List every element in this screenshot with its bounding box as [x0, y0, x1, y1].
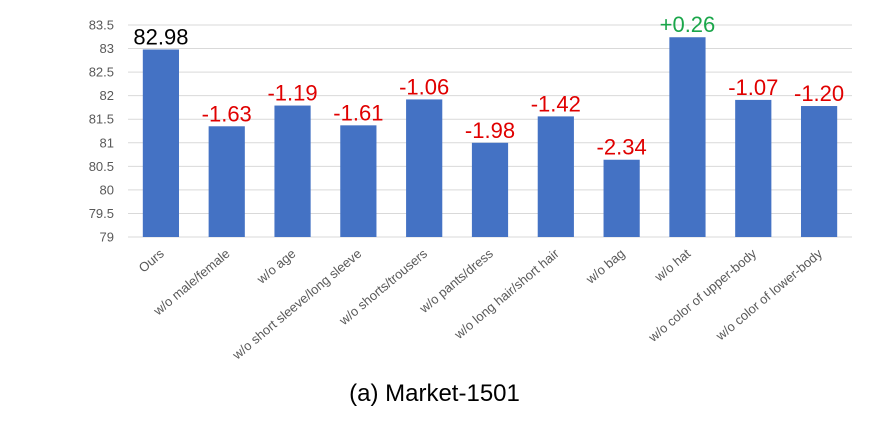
- y-tick-label: 79.5: [89, 206, 114, 221]
- data-label: -1.63: [202, 101, 252, 126]
- bars: [142, 37, 838, 238]
- y-axis-ticks: 79 79.5 80 80.5 81 81.5 82 82.5 83 83.5: [89, 18, 114, 245]
- chart-caption: (a) Market-1501: [349, 380, 520, 407]
- y-tick-label: 82: [100, 88, 114, 103]
- y-tick-label: 80.5: [89, 159, 114, 174]
- y-tick-label: 81.5: [89, 112, 114, 127]
- data-label: -1.20: [794, 81, 844, 106]
- x-tick-label: w/o short sleeve/long sleeve: [229, 246, 365, 363]
- data-label: -2.34: [597, 135, 647, 160]
- x-tick-label: w/o color of lower-body: [712, 245, 825, 343]
- bar: [735, 99, 772, 237]
- x-tick-label: w/o color of upper-body: [645, 245, 760, 345]
- x-tick-label: w/o hat: [651, 246, 694, 285]
- x-tick-label: Ours: [136, 245, 168, 275]
- data-label: -1.42: [531, 91, 581, 116]
- data-label: -1.98: [465, 118, 515, 143]
- y-tick-label: 82.5: [89, 65, 114, 80]
- bar: [603, 159, 640, 237]
- data-labels: 82.98 -1.63 -1.19 -1.61 -1.06 -1.98 -1.42 -2.34…: [133, 12, 844, 159]
- bar: [208, 126, 245, 237]
- bar: [406, 99, 443, 238]
- y-tick-label: 79: [100, 230, 114, 245]
- y-tick-label: 83.5: [89, 18, 114, 33]
- x-tick-label: w/o long hair/short hair: [451, 245, 563, 342]
- bar: [471, 142, 509, 237]
- x-tick-label: w/o bag: [582, 246, 627, 287]
- x-tick-label: w/o age: [253, 246, 298, 287]
- data-label: -1.61: [333, 100, 383, 125]
- data-label: -1.07: [728, 75, 778, 100]
- bar: [537, 116, 574, 237]
- y-tick-label: 83: [100, 41, 114, 56]
- data-label: +0.26: [660, 12, 716, 37]
- bar: [274, 105, 311, 237]
- bar: [340, 125, 377, 237]
- bar: [669, 37, 706, 238]
- bar: [800, 106, 838, 237]
- y-tick-label: 80: [100, 182, 114, 197]
- y-tick-label: 81: [100, 135, 114, 150]
- data-label: -1.19: [267, 81, 317, 106]
- data-label: 82.98: [133, 24, 188, 49]
- bar: [142, 49, 180, 238]
- data-label: -1.06: [399, 74, 449, 99]
